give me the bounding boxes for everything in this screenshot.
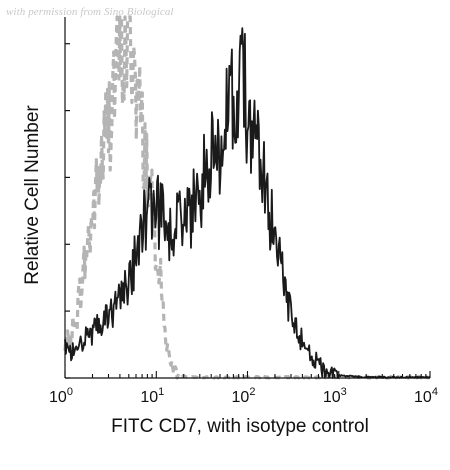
x-tick-labels: 100 101 102 103 104 <box>49 386 438 406</box>
series-group <box>63 15 431 380</box>
axis-ticks <box>64 43 431 379</box>
cd7-series <box>64 27 431 379</box>
x-tick-label: 101 <box>140 386 164 406</box>
x-tick-label: 103 <box>323 386 347 406</box>
x-axis-title: FITC CD7, with isotype control <box>111 416 369 437</box>
isotype-control-series <box>63 15 431 380</box>
x-tick-label: 104 <box>414 386 438 406</box>
x-tick-label: 102 <box>232 386 256 406</box>
x-tick-label: 100 <box>49 386 73 406</box>
watermark-text: with permission from Sino Biological <box>6 6 174 18</box>
y-axis-title: Relative Cell Number <box>22 105 43 285</box>
